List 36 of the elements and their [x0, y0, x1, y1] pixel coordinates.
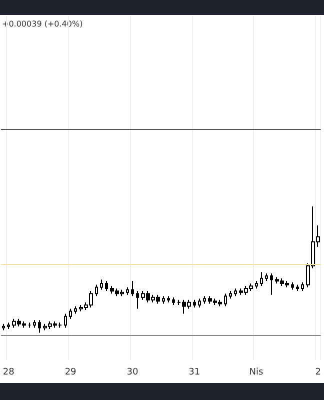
text: +0.00039 (+0.40%) [2, 20, 83, 28]
candlestick [265, 272, 268, 282]
candlestick [167, 296, 170, 303]
x-tick-label: 2 [315, 368, 322, 378]
candlestick [105, 280, 108, 292]
x-tick-label: 28 [2, 368, 15, 378]
candlestick [270, 272, 273, 296]
candlestick [95, 284, 98, 297]
candlestick [234, 288, 237, 297]
x-tick-label: 30 [126, 368, 138, 378]
x-tick-label: Nis [249, 368, 264, 378]
x-tick-label: 29 [64, 368, 77, 378]
candlestick [203, 296, 206, 304]
candlestick [7, 322, 10, 330]
candlestick [69, 308, 72, 320]
candlestick [33, 320, 36, 328]
candlestick [136, 290, 139, 310]
candlestick [301, 282, 304, 292]
candlestick [162, 296, 165, 304]
candlestick [38, 320, 41, 334]
candlestick [224, 293, 227, 307]
candlestick [131, 280, 134, 297]
candlestick [296, 284, 299, 292]
candlestick [255, 280, 258, 290]
candlestick [198, 298, 201, 308]
candlestick [126, 286, 129, 296]
candlestick [100, 279, 103, 290]
candlestick [28, 322, 31, 328]
candlestick [172, 296, 175, 306]
candlestick [74, 306, 77, 314]
candlestick [291, 282, 294, 290]
candlestick [229, 290, 232, 300]
candlestick [260, 272, 263, 286]
x-tick-label: 31 [188, 368, 200, 378]
candlestick [193, 299, 196, 308]
candlestick [64, 313, 67, 328]
